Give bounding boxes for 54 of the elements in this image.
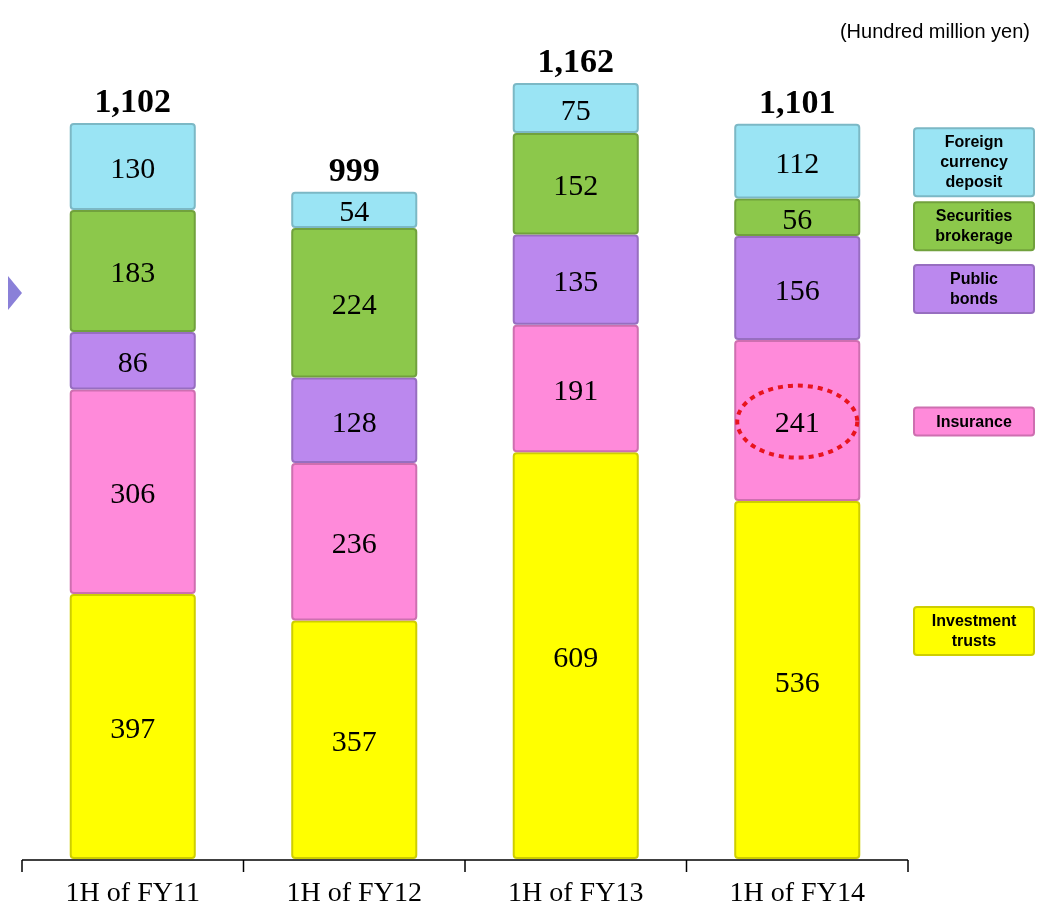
- text: Public bonds: [949, 270, 999, 308]
- data-label: 536: [774, 664, 820, 698]
- bar: [512, 452, 639, 859]
- total-label: 1,102: [94, 82, 171, 120]
- data-label: 112: [775, 145, 820, 179]
- bar: [69, 209, 196, 333]
- bar: [291, 191, 418, 228]
- text: Investment trusts: [931, 612, 1017, 650]
- data-label: 152: [553, 168, 599, 202]
- data-label: 130: [110, 150, 156, 184]
- bar: [69, 593, 196, 859]
- x-tick-label: 1H of FY11: [65, 876, 200, 907]
- text: Insurance: [936, 412, 1012, 430]
- bar: [512, 133, 639, 235]
- bar: [291, 620, 418, 859]
- data-label: 357: [331, 724, 377, 758]
- total-label: 999: [328, 150, 380, 188]
- bar: [291, 377, 418, 463]
- data-label: 54: [339, 194, 370, 228]
- x-tick-label: 1H of FY12: [286, 876, 422, 907]
- data-label: 306: [110, 476, 156, 510]
- x-tick-label: 1H of FY14: [729, 876, 865, 907]
- bar: [291, 227, 418, 378]
- data-label: 135: [553, 264, 599, 298]
- data-label: 397: [110, 710, 156, 744]
- bar: [512, 234, 639, 325]
- text: (Hundred million yen): [839, 20, 1030, 42]
- data-label: 56: [782, 201, 813, 235]
- text: Securities brokerage: [935, 207, 1013, 245]
- data-label: 224: [331, 287, 377, 321]
- data-label: 236: [331, 526, 377, 560]
- bar: [69, 389, 196, 594]
- data-label: 86: [117, 345, 148, 379]
- x-tick-label: 1H of FY13: [508, 876, 644, 907]
- bar: [512, 324, 639, 453]
- total-label: 1,101: [759, 82, 836, 120]
- text: Foreign currency deposit: [940, 133, 1008, 191]
- bar: [734, 235, 861, 341]
- data-label: 128: [331, 404, 377, 438]
- data-label: 75: [560, 92, 591, 126]
- data-label: 609: [553, 640, 599, 674]
- data-label: 191: [553, 373, 599, 407]
- data-label: 156: [774, 272, 820, 306]
- bar: [734, 198, 861, 236]
- bar: [69, 123, 196, 210]
- data-label: 183: [110, 255, 156, 289]
- bar: [734, 501, 861, 859]
- total-label: 1,162: [537, 42, 614, 79]
- bar: [512, 83, 639, 134]
- data-label: 241: [774, 405, 820, 439]
- bar: [69, 332, 196, 390]
- bar: [734, 123, 861, 199]
- bar: [291, 462, 418, 621]
- bar: [734, 340, 861, 502]
